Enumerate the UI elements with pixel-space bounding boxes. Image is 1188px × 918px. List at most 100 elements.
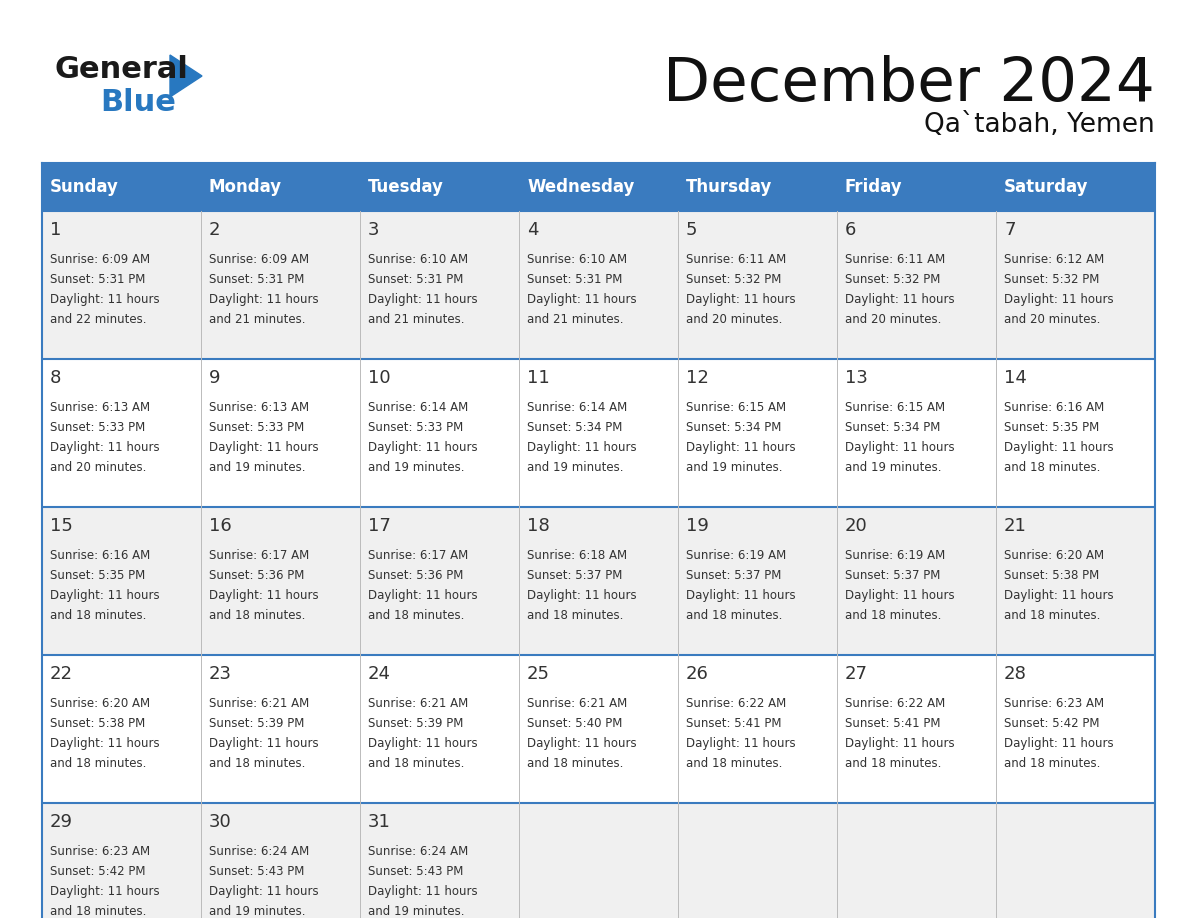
Text: and 20 minutes.: and 20 minutes. [50,461,146,474]
Text: and 20 minutes.: and 20 minutes. [1004,313,1100,326]
Text: Sunset: 5:39 PM: Sunset: 5:39 PM [209,717,304,730]
Text: Sunrise: 6:15 AM: Sunrise: 6:15 AM [845,401,946,414]
Text: Sunset: 5:39 PM: Sunset: 5:39 PM [368,717,463,730]
Text: and 18 minutes.: and 18 minutes. [845,757,941,770]
Text: Daylight: 11 hours: Daylight: 11 hours [527,441,637,454]
Text: 4: 4 [527,221,538,239]
Text: Sunrise: 6:21 AM: Sunrise: 6:21 AM [209,697,309,710]
Text: Sunrise: 6:16 AM: Sunrise: 6:16 AM [1004,401,1105,414]
Text: Daylight: 11 hours: Daylight: 11 hours [368,885,478,898]
Text: 24: 24 [368,665,391,683]
Text: Daylight: 11 hours: Daylight: 11 hours [1004,293,1113,306]
Text: and 19 minutes.: and 19 minutes. [527,461,624,474]
Text: Sunset: 5:36 PM: Sunset: 5:36 PM [368,569,463,582]
Text: Sunrise: 6:21 AM: Sunrise: 6:21 AM [527,697,627,710]
Text: and 20 minutes.: and 20 minutes. [685,313,783,326]
Text: and 18 minutes.: and 18 minutes. [209,609,305,622]
Text: 6: 6 [845,221,857,239]
Text: 11: 11 [527,369,550,387]
Text: Sunset: 5:43 PM: Sunset: 5:43 PM [209,865,304,878]
Text: Sunset: 5:34 PM: Sunset: 5:34 PM [527,421,623,434]
Text: Daylight: 11 hours: Daylight: 11 hours [368,441,478,454]
Text: Daylight: 11 hours: Daylight: 11 hours [527,293,637,306]
Text: Sunrise: 6:20 AM: Sunrise: 6:20 AM [50,697,150,710]
Text: Sunset: 5:41 PM: Sunset: 5:41 PM [685,717,782,730]
Polygon shape [170,55,202,97]
Text: Sunrise: 6:13 AM: Sunrise: 6:13 AM [50,401,150,414]
Bar [42,359,1155,507]
Text: 22: 22 [50,665,72,683]
Text: Daylight: 11 hours: Daylight: 11 hours [527,589,637,602]
Text: Daylight: 11 hours: Daylight: 11 hours [50,589,159,602]
Text: and 19 minutes.: and 19 minutes. [209,905,305,918]
Text: Sunrise: 6:24 AM: Sunrise: 6:24 AM [209,845,309,858]
Text: Sunrise: 6:13 AM: Sunrise: 6:13 AM [209,401,309,414]
Text: Sunset: 5:31 PM: Sunset: 5:31 PM [527,273,623,286]
Text: Daylight: 11 hours: Daylight: 11 hours [50,441,159,454]
Text: Sunset: 5:42 PM: Sunset: 5:42 PM [1004,717,1100,730]
Text: Sunset: 5:33 PM: Sunset: 5:33 PM [368,421,463,434]
Text: Sunset: 5:42 PM: Sunset: 5:42 PM [50,865,145,878]
Text: and 18 minutes.: and 18 minutes. [1004,609,1100,622]
Text: and 19 minutes.: and 19 minutes. [368,905,465,918]
Text: and 19 minutes.: and 19 minutes. [845,461,942,474]
Text: 9: 9 [209,369,221,387]
Text: Daylight: 11 hours: Daylight: 11 hours [685,293,796,306]
Text: Daylight: 11 hours: Daylight: 11 hours [209,885,318,898]
Text: Sunrise: 6:21 AM: Sunrise: 6:21 AM [368,697,468,710]
Text: Daylight: 11 hours: Daylight: 11 hours [685,441,796,454]
Text: and 18 minutes.: and 18 minutes. [368,757,465,770]
Text: Sunrise: 6:11 AM: Sunrise: 6:11 AM [845,253,946,266]
Text: Sunset: 5:34 PM: Sunset: 5:34 PM [845,421,941,434]
Text: Sunset: 5:32 PM: Sunset: 5:32 PM [1004,273,1099,286]
Text: 16: 16 [209,517,232,535]
Text: and 21 minutes.: and 21 minutes. [527,313,624,326]
Text: 20: 20 [845,517,867,535]
Text: Sunrise: 6:16 AM: Sunrise: 6:16 AM [50,549,150,562]
Text: Sunrise: 6:15 AM: Sunrise: 6:15 AM [685,401,786,414]
Text: Sunset: 5:38 PM: Sunset: 5:38 PM [1004,569,1099,582]
Text: and 18 minutes.: and 18 minutes. [685,757,783,770]
Text: Daylight: 11 hours: Daylight: 11 hours [50,293,159,306]
Text: Sunset: 5:41 PM: Sunset: 5:41 PM [845,717,941,730]
Text: 23: 23 [209,665,232,683]
Text: and 18 minutes.: and 18 minutes. [1004,757,1100,770]
Text: 30: 30 [209,813,232,831]
Text: Sunset: 5:37 PM: Sunset: 5:37 PM [845,569,941,582]
Text: and 21 minutes.: and 21 minutes. [209,313,305,326]
Text: and 19 minutes.: and 19 minutes. [368,461,465,474]
Text: 12: 12 [685,369,709,387]
Text: Sunset: 5:37 PM: Sunset: 5:37 PM [527,569,623,582]
Text: 31: 31 [368,813,391,831]
Text: 3: 3 [368,221,379,239]
Text: and 18 minutes.: and 18 minutes. [527,609,624,622]
Text: Sunrise: 6:14 AM: Sunrise: 6:14 AM [368,401,468,414]
Text: and 18 minutes.: and 18 minutes. [50,757,146,770]
Text: Sunset: 5:40 PM: Sunset: 5:40 PM [527,717,623,730]
Text: 17: 17 [368,517,391,535]
Text: Sunset: 5:43 PM: Sunset: 5:43 PM [368,865,463,878]
Text: 1: 1 [50,221,62,239]
Text: Daylight: 11 hours: Daylight: 11 hours [368,589,478,602]
Text: Sunset: 5:35 PM: Sunset: 5:35 PM [1004,421,1099,434]
Text: Saturday: Saturday [1004,178,1088,196]
Text: 28: 28 [1004,665,1026,683]
Text: Sunset: 5:31 PM: Sunset: 5:31 PM [368,273,463,286]
Text: Daylight: 11 hours: Daylight: 11 hours [527,737,637,750]
Text: Sunset: 5:33 PM: Sunset: 5:33 PM [209,421,304,434]
Text: Daylight: 11 hours: Daylight: 11 hours [1004,737,1113,750]
Text: and 21 minutes.: and 21 minutes. [368,313,465,326]
Text: Daylight: 11 hours: Daylight: 11 hours [845,441,955,454]
Text: Daylight: 11 hours: Daylight: 11 hours [845,293,955,306]
Text: and 18 minutes.: and 18 minutes. [50,609,146,622]
Text: and 18 minutes.: and 18 minutes. [209,757,305,770]
Text: and 19 minutes.: and 19 minutes. [685,461,783,474]
Bar [42,163,1155,211]
Text: Sunrise: 6:09 AM: Sunrise: 6:09 AM [50,253,150,266]
Text: Sunrise: 6:10 AM: Sunrise: 6:10 AM [527,253,627,266]
Text: and 18 minutes.: and 18 minutes. [527,757,624,770]
Bar [42,507,1155,655]
Text: Daylight: 11 hours: Daylight: 11 hours [685,737,796,750]
Bar [42,655,1155,803]
Text: Sunrise: 6:09 AM: Sunrise: 6:09 AM [209,253,309,266]
